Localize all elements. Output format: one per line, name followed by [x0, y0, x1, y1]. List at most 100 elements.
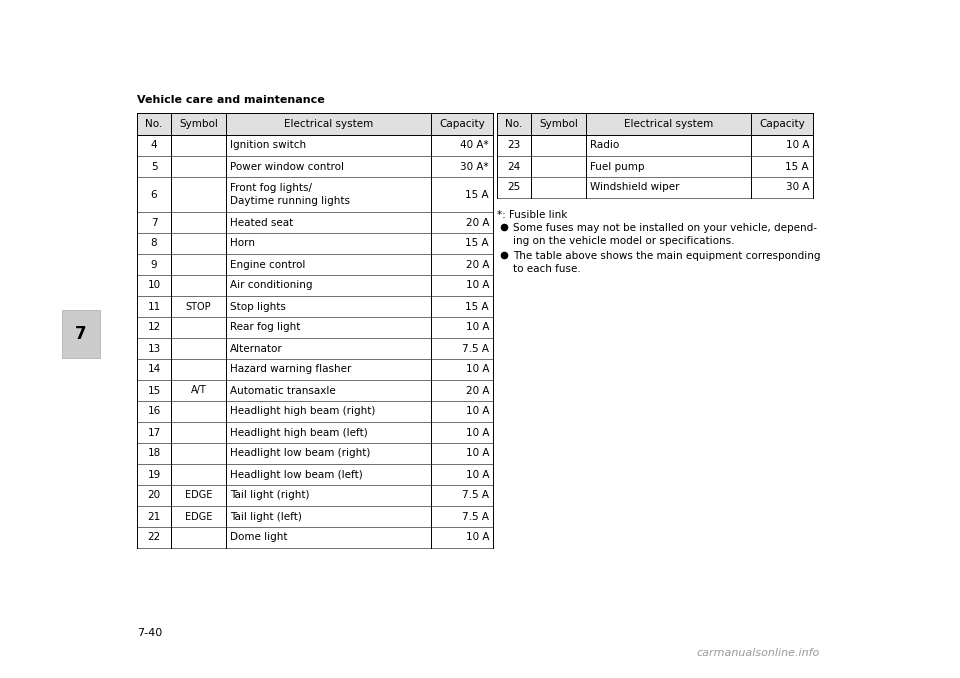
Text: Windshield wiper: Windshield wiper: [590, 182, 680, 193]
Text: Capacity: Capacity: [439, 119, 485, 129]
FancyBboxPatch shape: [137, 485, 493, 506]
Text: Horn: Horn: [230, 239, 255, 249]
Text: 7-40: 7-40: [137, 628, 162, 638]
Text: Headlight low beam (right): Headlight low beam (right): [230, 449, 371, 458]
Text: 15 A: 15 A: [466, 189, 489, 199]
Text: 20: 20: [148, 490, 160, 500]
Text: Vehicle care and maintenance: Vehicle care and maintenance: [137, 95, 324, 105]
FancyBboxPatch shape: [137, 422, 493, 443]
Text: Alternator: Alternator: [230, 344, 283, 353]
FancyBboxPatch shape: [137, 233, 493, 254]
Text: 10 A: 10 A: [785, 140, 809, 151]
Text: Headlight high beam (left): Headlight high beam (left): [230, 428, 368, 437]
FancyBboxPatch shape: [497, 135, 813, 156]
FancyBboxPatch shape: [137, 177, 493, 212]
FancyBboxPatch shape: [137, 401, 493, 422]
Text: STOP: STOP: [185, 302, 211, 311]
Text: 15 A: 15 A: [466, 302, 489, 311]
Text: Symbol: Symbol: [540, 119, 578, 129]
Text: Hazard warning flasher: Hazard warning flasher: [230, 365, 351, 374]
FancyBboxPatch shape: [137, 338, 493, 359]
Text: 22: 22: [148, 532, 160, 542]
FancyBboxPatch shape: [137, 113, 493, 135]
Text: Headlight low beam (left): Headlight low beam (left): [230, 469, 363, 479]
Text: Tail light (right): Tail light (right): [230, 490, 309, 500]
FancyBboxPatch shape: [62, 310, 100, 358]
Text: 20 A: 20 A: [466, 386, 489, 395]
Text: Rear fog light: Rear fog light: [230, 323, 300, 332]
Text: 23: 23: [508, 140, 520, 151]
FancyBboxPatch shape: [497, 156, 813, 177]
Text: Tail light (left): Tail light (left): [230, 511, 301, 521]
FancyBboxPatch shape: [137, 443, 493, 464]
Text: 7.5 A: 7.5 A: [462, 344, 489, 353]
Text: 21: 21: [148, 511, 160, 521]
Text: Air conditioning: Air conditioning: [230, 281, 313, 290]
FancyBboxPatch shape: [137, 464, 493, 485]
Text: Engine control: Engine control: [230, 260, 305, 269]
Text: Heated seat: Heated seat: [230, 218, 293, 228]
Text: 10 A: 10 A: [466, 323, 489, 332]
Text: 6: 6: [151, 189, 157, 199]
Text: Ignition switch: Ignition switch: [230, 140, 306, 151]
FancyBboxPatch shape: [137, 317, 493, 338]
Text: Fuel pump: Fuel pump: [590, 161, 644, 172]
Text: Automatic transaxle: Automatic transaxle: [230, 386, 336, 395]
Text: 8: 8: [151, 239, 157, 249]
Text: 7.5 A: 7.5 A: [462, 511, 489, 521]
Text: EDGE: EDGE: [185, 511, 212, 521]
Text: 10: 10: [148, 281, 160, 290]
FancyBboxPatch shape: [137, 527, 493, 548]
Text: 14: 14: [148, 365, 160, 374]
Text: 10 A: 10 A: [466, 281, 489, 290]
FancyBboxPatch shape: [137, 156, 493, 177]
Text: 15 A: 15 A: [785, 161, 809, 172]
Text: A/T: A/T: [191, 386, 206, 395]
Text: 7: 7: [75, 325, 86, 343]
FancyBboxPatch shape: [137, 359, 493, 380]
Text: 30 A: 30 A: [785, 182, 809, 193]
Text: 7.5 A: 7.5 A: [462, 490, 489, 500]
Text: 15 A: 15 A: [466, 239, 489, 249]
FancyBboxPatch shape: [137, 212, 493, 233]
Text: Front fog lights/: Front fog lights/: [230, 183, 312, 193]
FancyBboxPatch shape: [137, 296, 493, 317]
Text: Power window control: Power window control: [230, 161, 344, 172]
Text: 9: 9: [151, 260, 157, 269]
Text: 10 A: 10 A: [466, 469, 489, 479]
Text: 40 A*: 40 A*: [461, 140, 489, 151]
Text: Some fuses may not be installed on your vehicle, depend-: Some fuses may not be installed on your …: [513, 223, 817, 233]
Text: 10 A: 10 A: [466, 428, 489, 437]
FancyBboxPatch shape: [497, 113, 813, 135]
Text: 5: 5: [151, 161, 157, 172]
Text: Symbol: Symbol: [180, 119, 218, 129]
Text: Electrical system: Electrical system: [284, 119, 373, 129]
FancyBboxPatch shape: [137, 135, 493, 156]
Text: to each fuse.: to each fuse.: [513, 264, 581, 274]
Text: carmanualsonline.info: carmanualsonline.info: [697, 648, 820, 658]
Text: 15: 15: [148, 386, 160, 395]
Text: 18: 18: [148, 449, 160, 458]
Text: 10 A: 10 A: [466, 532, 489, 542]
Text: 25: 25: [508, 182, 520, 193]
Text: Stop lights: Stop lights: [230, 302, 286, 311]
Text: 19: 19: [148, 469, 160, 479]
Text: 17: 17: [148, 428, 160, 437]
Text: No.: No.: [505, 119, 522, 129]
Text: Dome light: Dome light: [230, 532, 287, 542]
Text: ing on the vehicle model or specifications.: ing on the vehicle model or specificatio…: [513, 236, 734, 246]
FancyBboxPatch shape: [497, 177, 813, 198]
Text: Headlight high beam (right): Headlight high beam (right): [230, 407, 375, 416]
Text: Capacity: Capacity: [759, 119, 804, 129]
Text: 20 A: 20 A: [466, 260, 489, 269]
Text: 10 A: 10 A: [466, 449, 489, 458]
Text: 10 A: 10 A: [466, 365, 489, 374]
FancyBboxPatch shape: [137, 254, 493, 275]
Text: Daytime running lights: Daytime running lights: [230, 196, 350, 206]
Text: EDGE: EDGE: [185, 490, 212, 500]
Text: The table above shows the main equipment corresponding: The table above shows the main equipment…: [513, 251, 821, 261]
Text: 24: 24: [508, 161, 520, 172]
Text: *: Fusible link: *: Fusible link: [497, 210, 567, 220]
Text: 10 A: 10 A: [466, 407, 489, 416]
Text: 30 A*: 30 A*: [461, 161, 489, 172]
